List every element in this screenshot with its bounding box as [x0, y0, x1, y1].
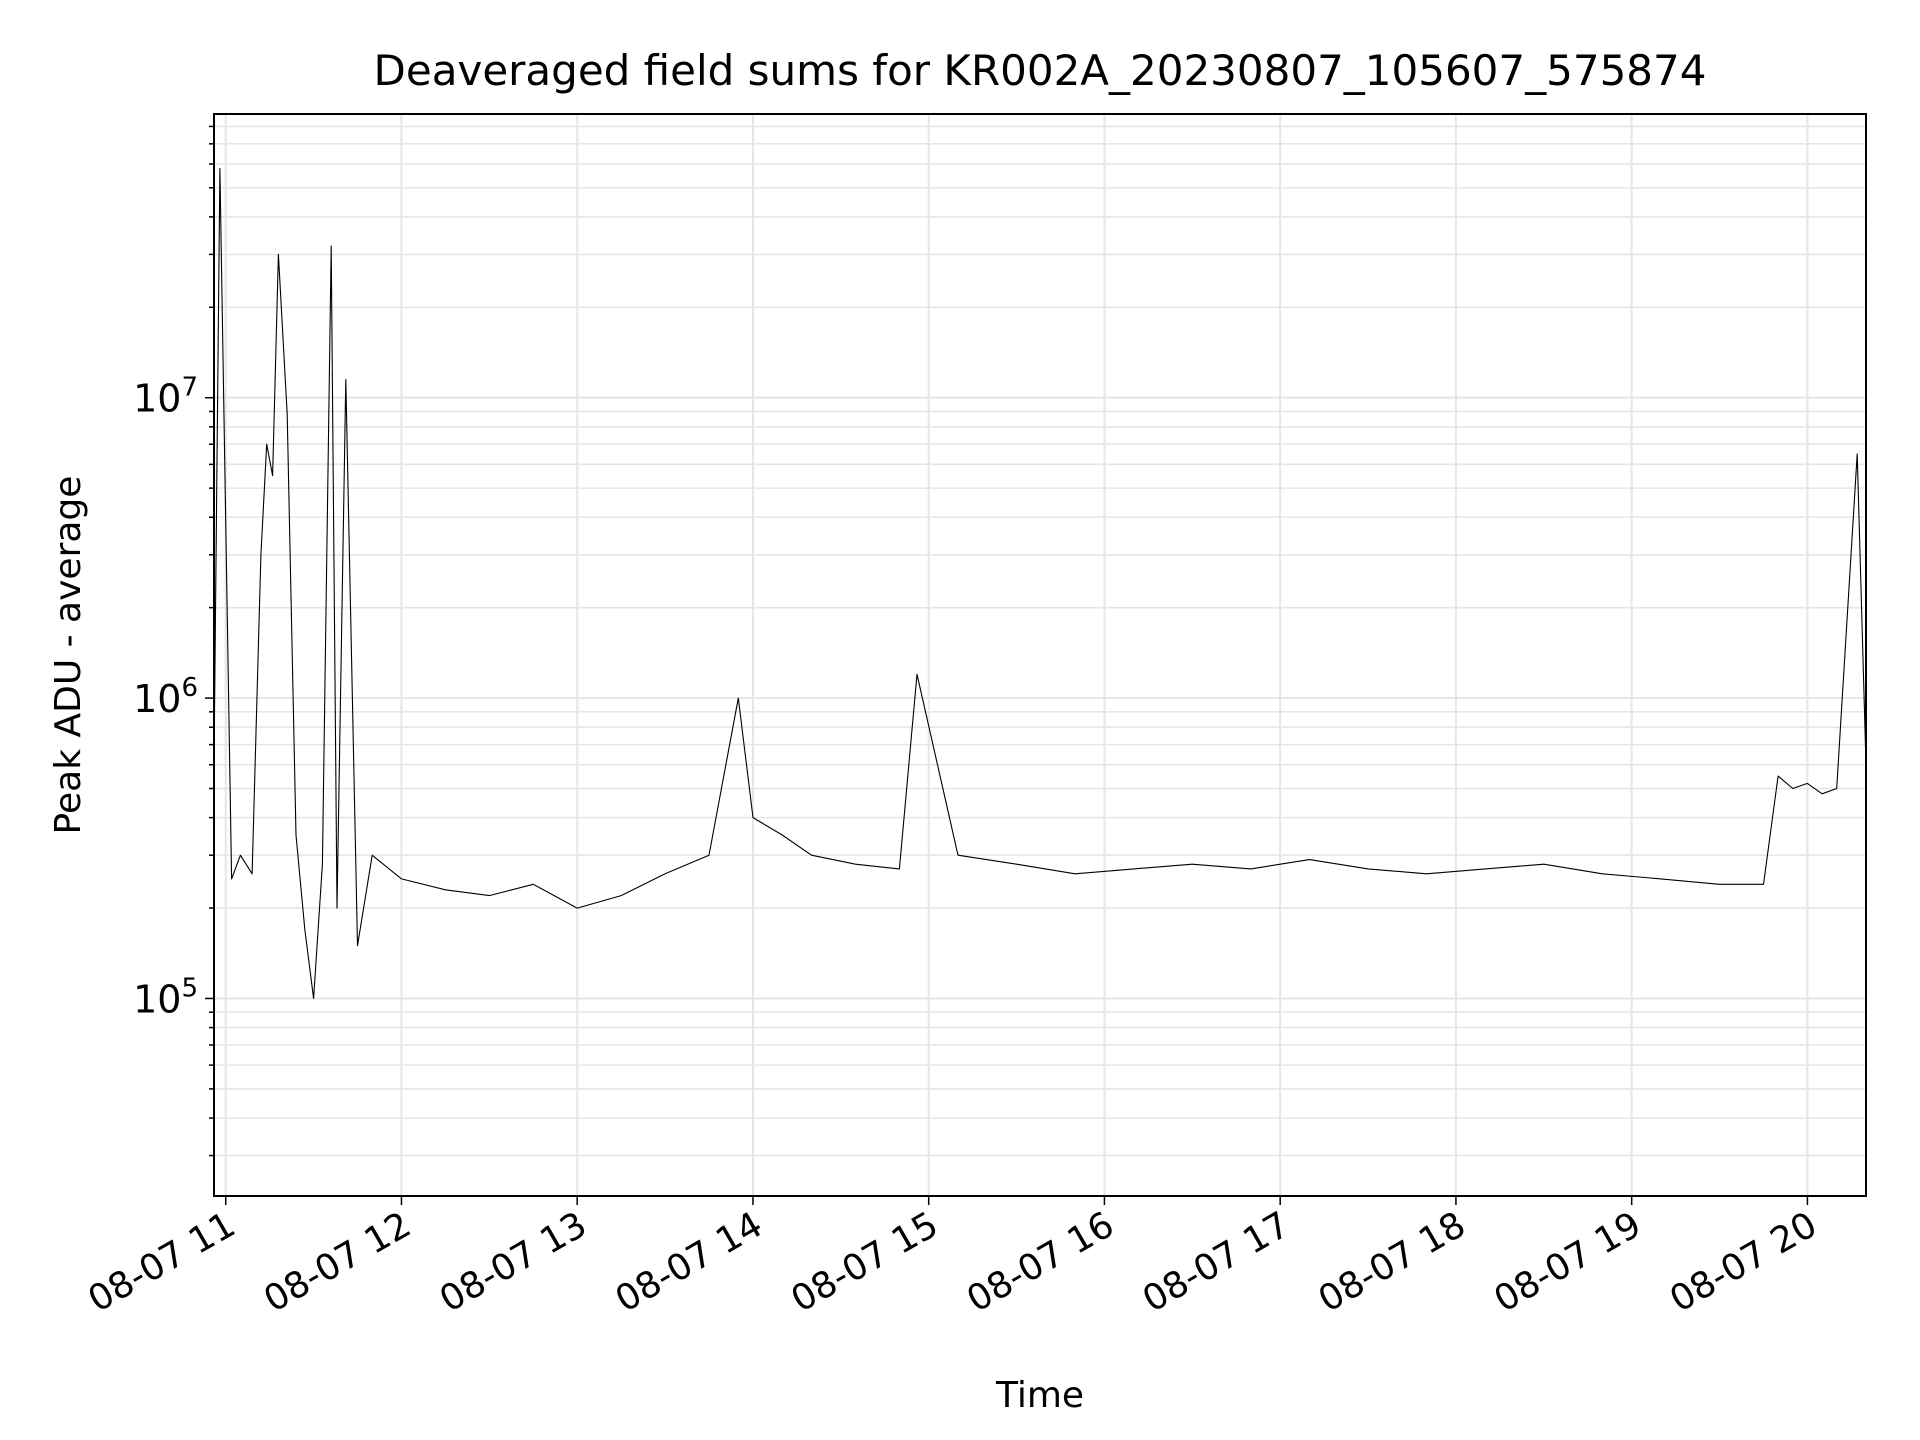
- y-tick-label: 105: [133, 973, 198, 1021]
- chart-title: Deaveraged field sums for KR002A_2023080…: [374, 46, 1707, 95]
- plot-area-frame: [213, 113, 1867, 1197]
- x-tick-label: 08-07 16: [960, 1204, 1121, 1320]
- x-tick-label: 08-07 11: [82, 1204, 243, 1320]
- y-tick-label: 106: [133, 673, 198, 721]
- x-tick-label: 08-07 19: [1487, 1204, 1648, 1320]
- grid-lines: [214, 114, 1866, 1196]
- x-tick-label: 08-07 12: [257, 1204, 418, 1320]
- x-tick-label: 08-07 14: [609, 1204, 770, 1320]
- x-axis-label: Time: [995, 1375, 1084, 1416]
- x-tick-label: 08-07 20: [1663, 1204, 1824, 1320]
- x-tick-label: 08-07 17: [1136, 1204, 1297, 1320]
- series-line: [213, 167, 1867, 1000]
- x-tick-label: 08-07 13: [433, 1204, 594, 1320]
- y-axis-label: Peak ADU - average: [48, 476, 89, 835]
- x-tick-label: 08-07 15: [785, 1204, 946, 1320]
- x-tick-label: 08-07 18: [1312, 1204, 1473, 1320]
- y-tick-label: 107: [133, 373, 198, 421]
